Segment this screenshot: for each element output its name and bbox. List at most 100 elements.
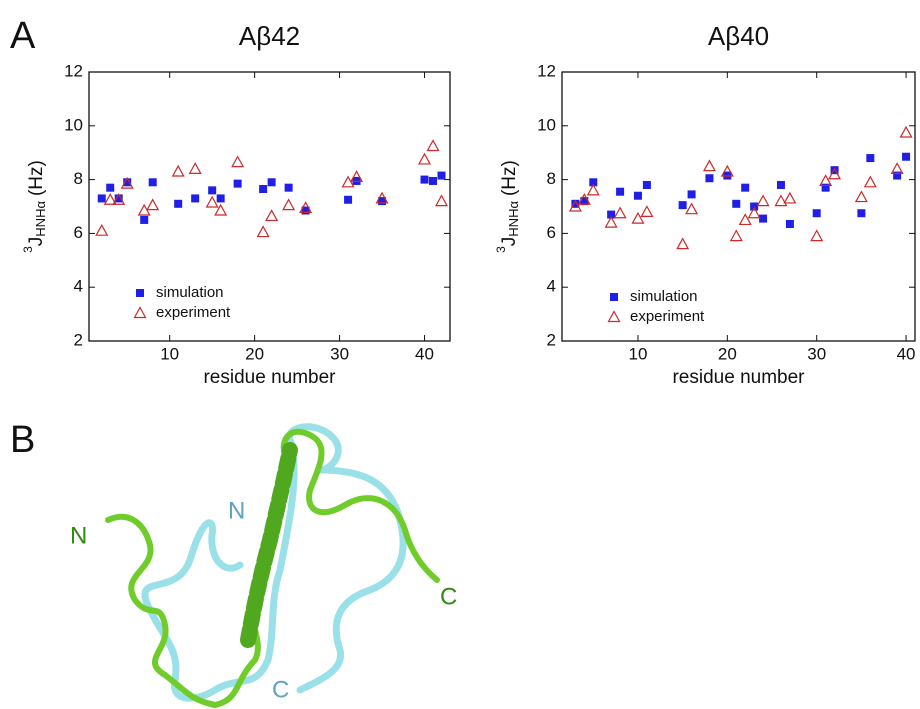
marker-triangle	[586, 183, 600, 196]
marker-square	[284, 183, 293, 192]
marker-square	[705, 174, 714, 183]
marker-square	[429, 176, 438, 185]
marker-square	[571, 199, 580, 208]
y-label-sub: HNHα	[33, 201, 48, 237]
marker-square	[610, 293, 618, 301]
marker-triangle	[863, 175, 877, 188]
marker-triangle	[774, 194, 788, 207]
y-tick-label: 4	[547, 277, 556, 296]
marker-square	[259, 185, 268, 194]
legend-label: experiment	[156, 304, 231, 321]
cyan-chain	[141, 423, 407, 702]
terminus-label: N	[228, 497, 245, 524]
marker-triangle	[133, 306, 147, 319]
marker-square	[114, 194, 123, 203]
marker-square	[732, 199, 741, 208]
marker-triangle	[828, 167, 842, 180]
y-tick-label: 10	[64, 115, 83, 134]
marker-triangle	[418, 152, 432, 165]
marker-square	[857, 209, 866, 218]
marker-triangle	[819, 174, 833, 187]
y-tick-label: 2	[547, 330, 556, 349]
marker-square	[580, 197, 589, 206]
marker-square	[866, 154, 875, 163]
marker-square	[830, 166, 839, 175]
x-tick-label: 40	[415, 344, 434, 363]
marker-triangle	[747, 206, 761, 219]
x-axis-label: residue number	[672, 367, 805, 388]
marker-triangle	[640, 205, 654, 217]
marker-triangle	[854, 190, 868, 203]
marker-square	[216, 194, 225, 203]
marker-square	[821, 183, 830, 192]
marker-triangle	[103, 193, 117, 205]
marker-square	[616, 187, 625, 196]
terminus-label: C	[440, 583, 457, 610]
marker-triangle	[568, 199, 582, 212]
marker-triangle	[604, 215, 618, 228]
x-tick-label: 10	[160, 344, 179, 363]
marker-square	[437, 171, 446, 180]
y-label-main: J	[499, 237, 520, 247]
marker-triangle	[434, 194, 449, 207]
legend-label: simulation	[156, 284, 224, 301]
marker-square	[902, 152, 911, 161]
marker-triangle	[426, 139, 440, 152]
y-axis-label: 3JHNHα (Hz)	[21, 160, 48, 253]
marker-triangle	[676, 237, 690, 250]
marker-square	[123, 178, 132, 187]
marker-triangle	[350, 170, 364, 183]
marker-triangle	[375, 191, 389, 204]
x-tick-label: 40	[897, 344, 916, 363]
marker-square	[191, 194, 200, 203]
marker-square	[759, 214, 768, 223]
marker-square	[233, 179, 242, 188]
marker-triangle	[738, 213, 752, 226]
marker-square	[678, 201, 687, 210]
x-tick-label: 30	[807, 344, 826, 363]
marker-square	[607, 210, 616, 219]
marker-square	[208, 186, 217, 195]
marker-triangle	[685, 202, 699, 215]
x-tick-label: 20	[245, 344, 264, 363]
x-axis-label: residue number	[203, 367, 336, 388]
marker-triangle	[146, 198, 160, 211]
y-tick-label: 8	[74, 169, 83, 188]
y-tick-label: 4	[74, 277, 83, 296]
marker-triangle	[171, 164, 185, 177]
plot-frame	[88, 71, 451, 342]
chart-title: Aβ40	[708, 21, 769, 51]
marker-triangle	[282, 198, 296, 211]
y-tick-label: 8	[547, 169, 556, 188]
marker-square	[812, 209, 821, 218]
marker-triangle	[729, 229, 743, 242]
terminus-label: C	[272, 676, 289, 703]
marker-triangle	[783, 191, 797, 204]
marker-square	[633, 191, 642, 200]
y-tick-label: 6	[547, 223, 556, 242]
marker-triangle	[890, 162, 904, 174]
x-tick-label: 30	[330, 344, 349, 363]
marker-triangle	[120, 176, 134, 189]
marker-triangle	[205, 195, 219, 208]
marker-square	[741, 183, 750, 192]
y-tick-label: 6	[74, 223, 83, 242]
marker-square	[148, 178, 157, 187]
marker-square	[589, 178, 598, 187]
marker-triangle	[188, 162, 202, 174]
y-label-sup: 3	[21, 246, 35, 253]
marker-triangle	[299, 201, 313, 213]
marker-square	[267, 178, 276, 187]
marker-square	[642, 180, 651, 189]
marker-square	[136, 289, 144, 297]
marker-triangle	[720, 164, 734, 177]
marker-triangle	[256, 225, 270, 238]
marker-triangle	[95, 223, 109, 236]
marker-square	[140, 215, 149, 224]
y-tick-label: 10	[537, 115, 556, 134]
panel-label: B	[10, 419, 35, 461]
marker-square	[893, 171, 902, 180]
marker-square	[420, 175, 429, 184]
terminus-label: N	[70, 522, 87, 549]
